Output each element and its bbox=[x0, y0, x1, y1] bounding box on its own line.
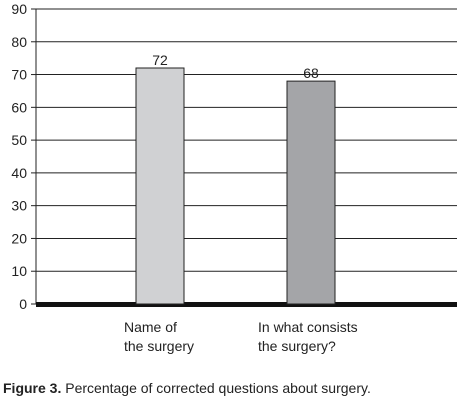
category-label-line: Name of bbox=[124, 319, 177, 335]
data-label: 68 bbox=[303, 65, 319, 81]
y-tick-label: 0 bbox=[19, 296, 27, 312]
bar bbox=[135, 67, 185, 305]
figure-caption: Figure 3. Percentage of corrected questi… bbox=[3, 380, 371, 396]
y-tick-label: 60 bbox=[11, 99, 27, 115]
category-label-line: the surgery? bbox=[258, 338, 336, 354]
data-labels: 72 68 bbox=[152, 52, 319, 81]
y-tick-label: 70 bbox=[11, 67, 27, 83]
category-label-line: In what consists bbox=[258, 319, 358, 335]
y-axis-ticks: 0 10 20 30 40 50 60 70 80 90 bbox=[11, 1, 36, 312]
y-tick-label: 10 bbox=[11, 263, 27, 279]
y-tick-label: 90 bbox=[11, 1, 27, 17]
y-tick-label: 80 bbox=[11, 34, 27, 50]
axes bbox=[35, 9, 457, 307]
gridlines bbox=[36, 8, 457, 272]
bars bbox=[135, 67, 336, 305]
data-label: 72 bbox=[152, 52, 168, 68]
category-label-line: the surgery bbox=[124, 338, 195, 354]
figure-caption-text: Percentage of corrected questions about … bbox=[61, 380, 371, 396]
bar bbox=[286, 80, 336, 305]
y-tick-label: 30 bbox=[11, 198, 27, 214]
category-label-name-of-surgery: Name of the surgery bbox=[124, 318, 244, 356]
y-tick-label: 50 bbox=[11, 132, 27, 148]
y-tick-label: 40 bbox=[11, 165, 27, 181]
category-label-what-consists: In what consists the surgery? bbox=[258, 318, 378, 356]
y-tick-label: 20 bbox=[11, 230, 27, 246]
x-axis-baseline bbox=[36, 302, 457, 307]
figure-caption-label: Figure 3. bbox=[3, 380, 62, 396]
